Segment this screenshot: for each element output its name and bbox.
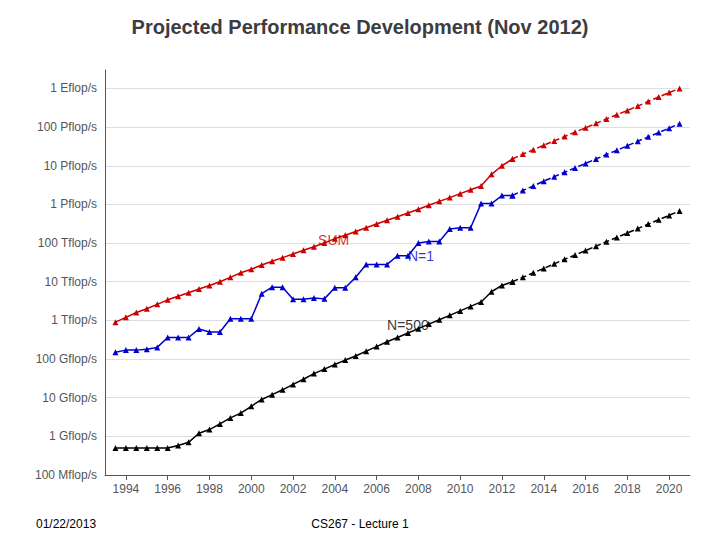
svg-text:100 Mflop/s: 100 Mflop/s xyxy=(35,468,97,482)
svg-text:2010: 2010 xyxy=(447,482,474,496)
svg-text:1 Tflop/s: 1 Tflop/s xyxy=(51,313,97,327)
svg-text:2020: 2020 xyxy=(656,482,683,496)
svg-text:1998: 1998 xyxy=(196,482,223,496)
svg-text:10 Tflop/s: 10 Tflop/s xyxy=(45,275,97,289)
svg-text:1 Pflop/s: 1 Pflop/s xyxy=(50,197,97,211)
svg-text:10 Gflop/s: 10 Gflop/s xyxy=(42,391,97,405)
svg-text:N=1: N=1 xyxy=(407,248,434,265)
svg-text:2002: 2002 xyxy=(280,482,307,496)
svg-text:2018: 2018 xyxy=(614,482,641,496)
svg-text:2004: 2004 xyxy=(321,482,348,496)
svg-text:2008: 2008 xyxy=(405,482,432,496)
svg-text:100 Pflop/s: 100 Pflop/s xyxy=(37,120,97,134)
svg-text:1 Eflop/s: 1 Eflop/s xyxy=(50,81,97,95)
svg-text:Projected Performance Developm: Projected Performance Development (Nov 2… xyxy=(132,16,589,38)
svg-text:1 Gflop/s: 1 Gflop/s xyxy=(49,429,97,443)
svg-text:SUM: SUM xyxy=(318,232,349,248)
svg-text:100 Tflop/s: 100 Tflop/s xyxy=(38,236,97,250)
svg-text:2000: 2000 xyxy=(238,482,265,496)
svg-text:01/22/2013: 01/22/2013 xyxy=(36,517,96,531)
svg-text:100 Gflop/s: 100 Gflop/s xyxy=(36,352,97,366)
svg-text:2012: 2012 xyxy=(489,482,516,496)
svg-text:1996: 1996 xyxy=(154,482,181,496)
svg-text:2014: 2014 xyxy=(530,482,557,496)
svg-text:N=500: N=500 xyxy=(387,317,429,333)
svg-text:1994: 1994 xyxy=(113,482,140,496)
svg-text:10 Pflop/s: 10 Pflop/s xyxy=(44,159,97,173)
svg-text:2006: 2006 xyxy=(363,482,390,496)
svg-text:2016: 2016 xyxy=(572,482,599,496)
svg-text:CS267 - Lecture 1: CS267 - Lecture 1 xyxy=(311,517,409,531)
